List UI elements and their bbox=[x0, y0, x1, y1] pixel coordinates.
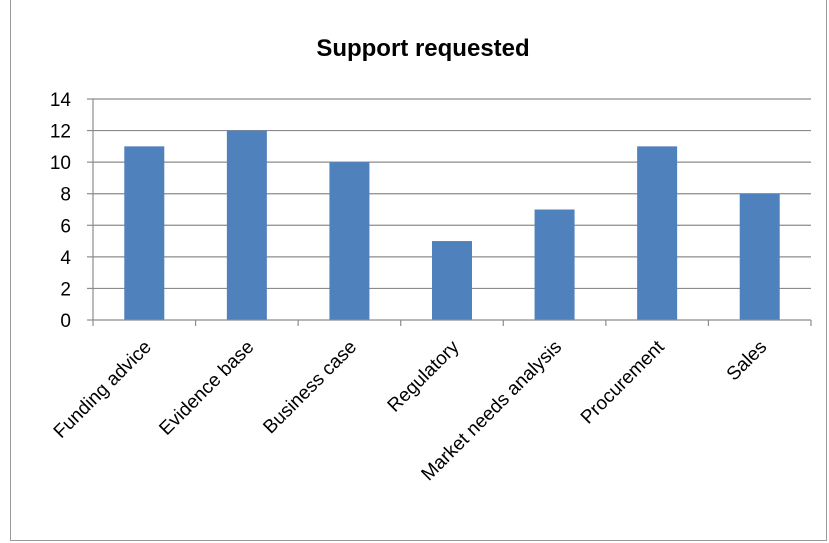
bar bbox=[432, 241, 472, 320]
bar bbox=[637, 146, 678, 320]
x-category-label: Regulatory bbox=[384, 336, 464, 416]
x-category-label: Evidence base bbox=[155, 337, 258, 440]
bars bbox=[124, 130, 780, 320]
x-category-label: Procurement bbox=[577, 336, 669, 428]
x-category-label: Sales bbox=[723, 337, 771, 385]
y-tick-label: 6 bbox=[60, 216, 71, 237]
bar bbox=[226, 130, 267, 320]
y-tick-label: 0 bbox=[60, 311, 71, 332]
y-tick-label: 4 bbox=[60, 248, 71, 269]
x-category-label: Business case bbox=[259, 337, 360, 438]
y-tick-label: 2 bbox=[60, 279, 71, 300]
bar bbox=[739, 193, 780, 320]
x-category-label: Funding advice bbox=[50, 337, 156, 443]
bar bbox=[124, 146, 165, 320]
y-tick-label: 8 bbox=[60, 185, 71, 206]
y-tick-label: 12 bbox=[50, 122, 71, 143]
y-tick-label: 14 bbox=[50, 90, 72, 111]
bar bbox=[534, 209, 575, 320]
axes bbox=[87, 98, 812, 326]
chart-title: Support requested bbox=[316, 35, 529, 62]
y-tick-labels: 0 2 4 6 8 10 12 14 bbox=[50, 90, 72, 332]
y-tick-label: 10 bbox=[50, 153, 71, 174]
x-category-labels: Funding advice Evidence base Business case… bbox=[50, 336, 771, 485]
bar bbox=[329, 162, 370, 320]
